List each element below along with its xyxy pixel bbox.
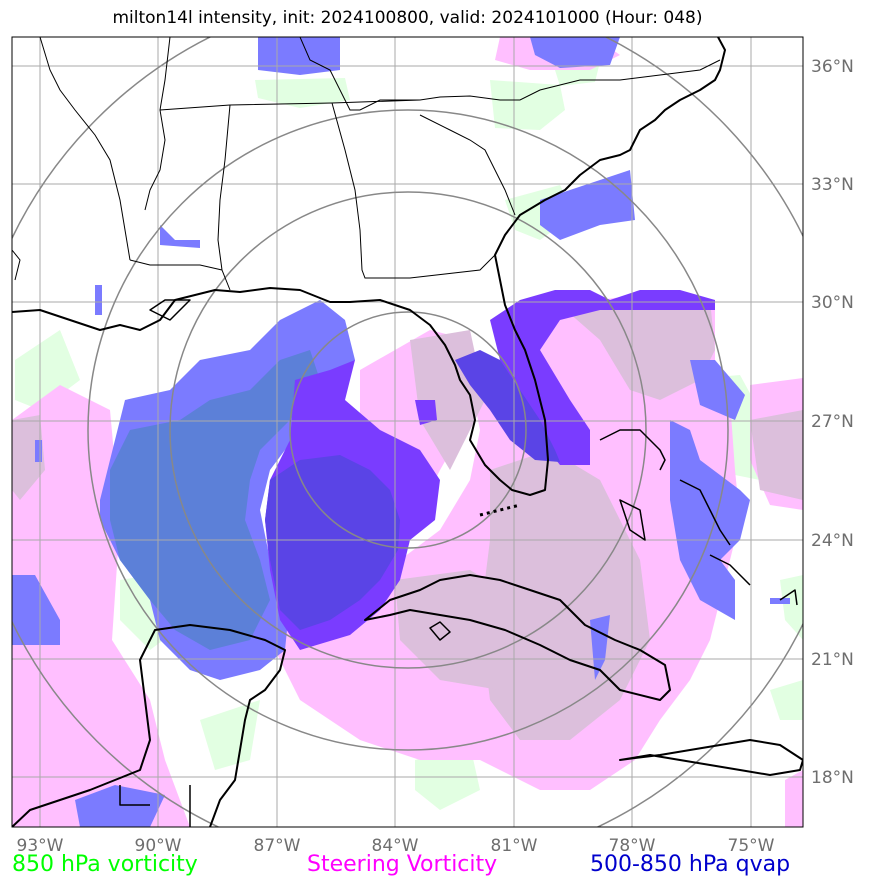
lon-label: 90°W — [135, 836, 182, 856]
qvap-layer — [12, 37, 790, 827]
lon-label: 93°W — [17, 836, 64, 856]
map-title: milton14l intensity, init: 2024100800, v… — [112, 8, 703, 28]
lon-label: 84°W — [372, 836, 419, 856]
state-borders — [12, 37, 721, 291]
lat-label: 18°N — [811, 768, 854, 788]
lat-label: 30°N — [811, 293, 854, 313]
lat-label: 21°N — [811, 650, 854, 670]
range-rings — [12, 37, 803, 827]
map-frame — [11, 36, 804, 828]
latitude-labels: 36°N 33°N 30°N 27°N 24°N 21°N 18°N — [811, 57, 854, 788]
legend-steering-vorticity: Steering Vorticity — [307, 852, 498, 877]
lon-label: 87°W — [254, 836, 301, 856]
lat-label: 27°N — [811, 412, 854, 432]
lon-label: 75°W — [728, 836, 775, 856]
lat-label: 24°N — [811, 531, 854, 551]
legend-vorticity-850: 850 hPa vorticity — [12, 852, 198, 877]
coastlines — [12, 37, 803, 827]
lon-label: 81°W — [491, 836, 538, 856]
graticule — [12, 37, 803, 827]
lat-label: 33°N — [811, 175, 854, 195]
longitude-labels: 93°W 90°W 87°W 84°W 81°W 78°W 75°W — [17, 836, 775, 856]
legend-qvap: 500-850 hPa qvap — [590, 852, 791, 877]
lat-label: 36°N — [811, 57, 854, 77]
lon-label: 78°W — [609, 836, 656, 856]
